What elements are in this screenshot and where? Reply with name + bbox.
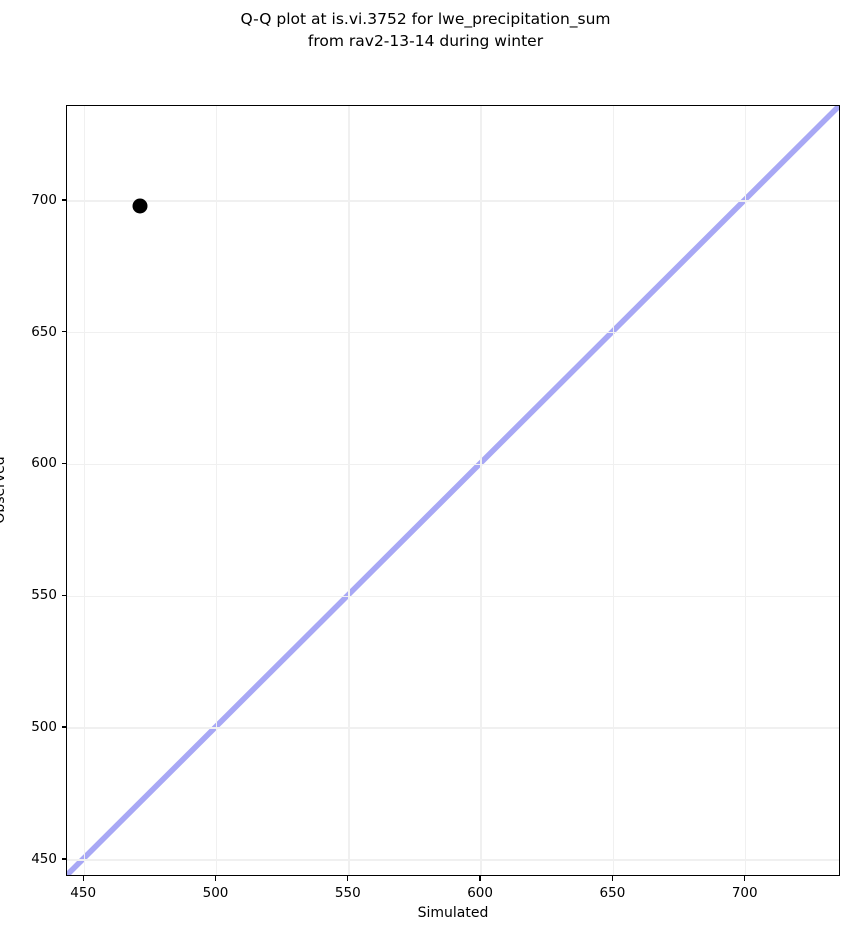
y-axis-tick (61, 199, 66, 201)
data-point (132, 198, 148, 214)
x-axis-tick-label: 450 (70, 885, 97, 901)
identity-line (67, 106, 839, 875)
gridline-horizontal (67, 595, 839, 597)
y-axis-tick-label: 500 (31, 719, 57, 736)
x-axis-tick (479, 876, 481, 881)
x-axis-tick-label: 650 (599, 885, 626, 901)
x-axis-tick (611, 876, 614, 881)
x-axis-tick (214, 876, 217, 881)
y-axis-tick (61, 462, 66, 465)
gridline-horizontal (67, 200, 839, 202)
x-axis-tick (744, 876, 746, 881)
chart-title: Q-Q plot at is.vi.3752 for lwe_precipita… (240, 10, 611, 50)
gridline-vertical (215, 106, 218, 875)
gridline-horizontal (67, 859, 839, 861)
x-axis-tick-label: 550 (334, 885, 361, 901)
gridline-vertical (480, 106, 482, 875)
gridline-vertical (745, 106, 747, 875)
x-axis-label: Simulated (417, 905, 489, 921)
y-axis-tick (61, 858, 66, 860)
y-axis-tick-label: 700 (31, 191, 57, 208)
x-axis-tick-label: 600 (467, 885, 493, 901)
y-axis-tick (61, 331, 66, 333)
x-axis-tick (82, 876, 84, 881)
gridline-vertical (612, 106, 615, 875)
y-axis-tick (61, 726, 66, 728)
plot-area (66, 105, 840, 876)
y-axis-tick-label: 450 (31, 850, 57, 867)
x-axis-tick (347, 876, 349, 881)
y-axis-tick-label: 650 (31, 323, 57, 340)
gridline-vertical (348, 106, 350, 875)
gridline-horizontal (67, 463, 839, 466)
y-axis-tick-label: 600 (31, 455, 57, 472)
gridline-vertical (83, 106, 85, 875)
x-axis-tick-label: 700 (731, 885, 758, 901)
gridline-horizontal (67, 331, 839, 334)
gridline-horizontal (67, 727, 839, 729)
y-axis-label: Observed (0, 456, 8, 524)
x-axis-tick-label: 500 (202, 885, 229, 901)
y-axis-tick (61, 594, 66, 596)
y-axis-tick-label: 550 (31, 587, 57, 604)
